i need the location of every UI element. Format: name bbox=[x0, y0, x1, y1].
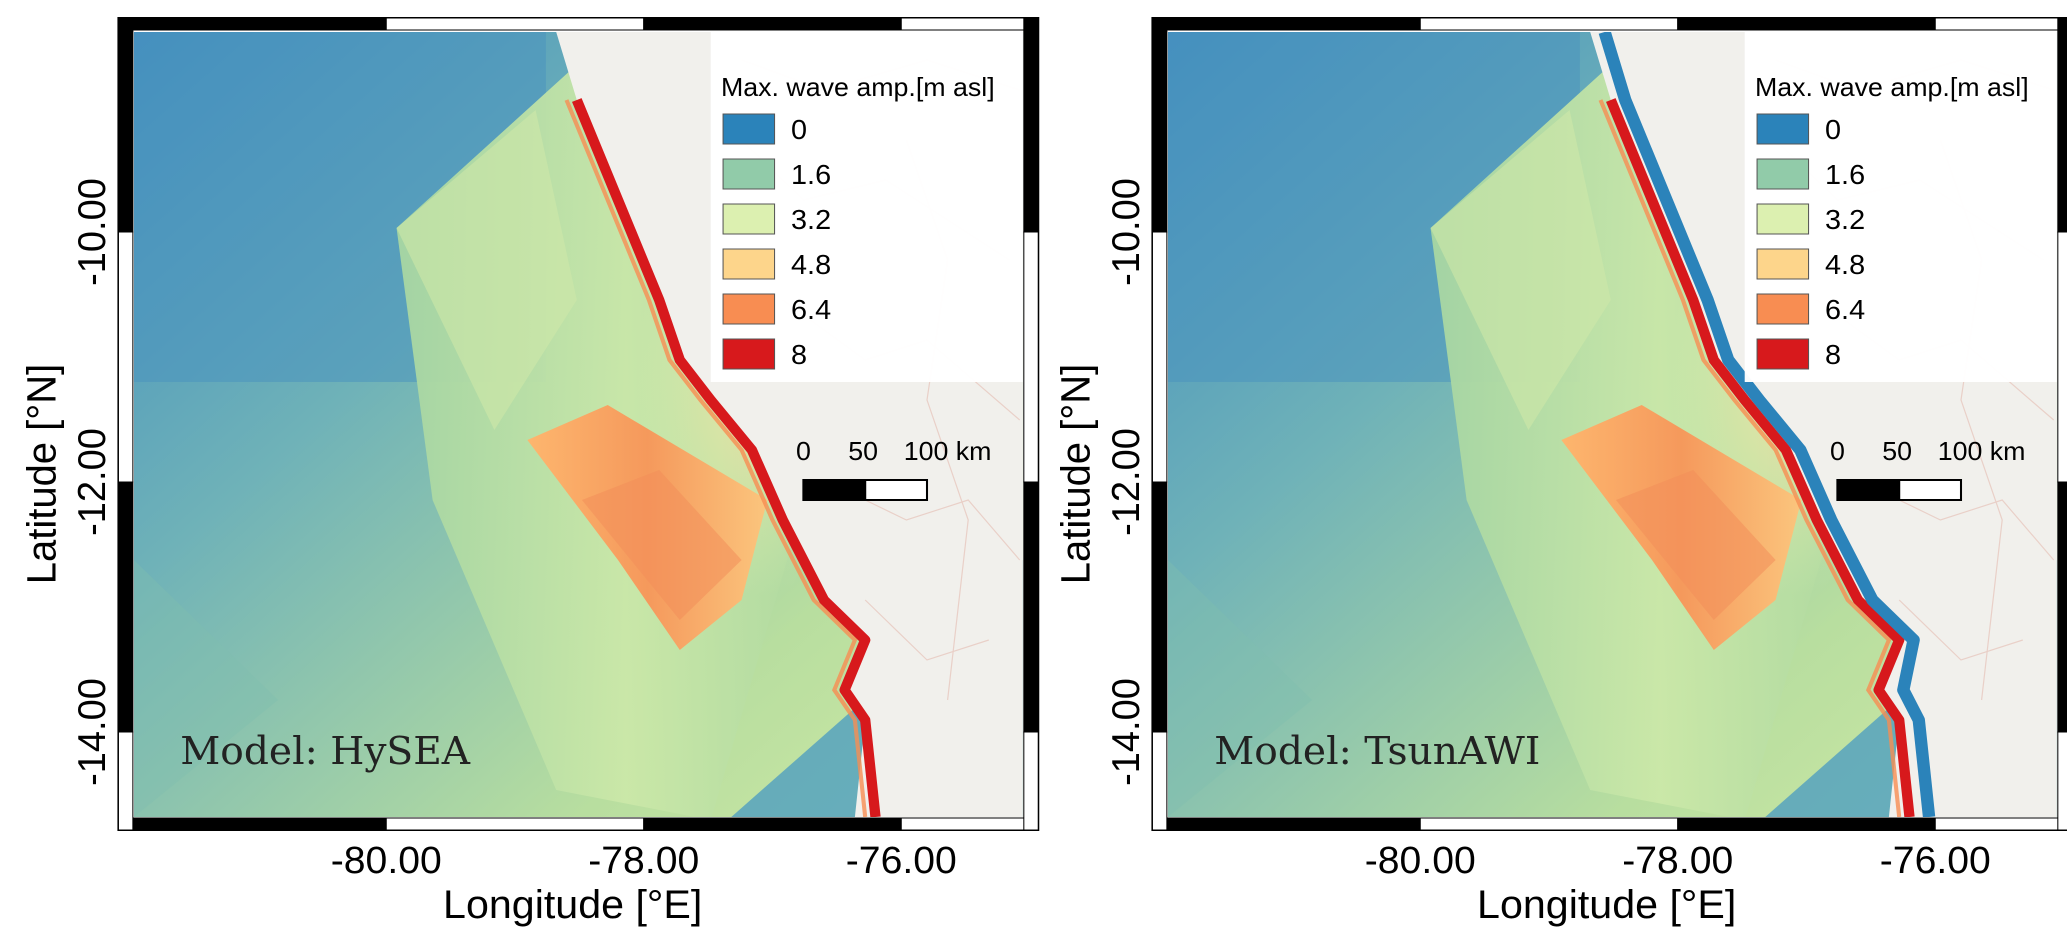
legend-swatch bbox=[1756, 203, 1810, 235]
x-tick-label: -78.00 bbox=[588, 840, 699, 882]
scale-segment-black bbox=[1836, 479, 1901, 501]
scale-bar: 0 50 100 km bbox=[796, 436, 992, 501]
legend-label: 4.8 bbox=[1825, 249, 1865, 281]
legend-label: 1.6 bbox=[1825, 159, 1865, 191]
inundation-band bbox=[1598, 32, 1936, 817]
map-area bbox=[1167, 32, 2057, 817]
scale-segment-black bbox=[802, 479, 867, 501]
frame-border bbox=[117, 17, 1039, 831]
legend-label: 1.6 bbox=[791, 159, 831, 191]
legend-label: 6.4 bbox=[1825, 294, 1865, 326]
legend-label: 0 bbox=[1825, 114, 1841, 146]
x-tick-label: -76.00 bbox=[846, 840, 957, 882]
legend-swatch bbox=[722, 203, 776, 235]
scale-label: 0 bbox=[1830, 436, 1845, 466]
legend-swatch bbox=[1756, 338, 1810, 370]
model-label: Model: TsunAWI bbox=[1214, 730, 1540, 774]
legend-swatch bbox=[722, 248, 776, 280]
legend-label: 6.4 bbox=[791, 294, 831, 326]
legend-label: 8 bbox=[791, 339, 807, 371]
legend-title: Max. wave amp.[m asl] bbox=[721, 72, 995, 102]
legend-swatch bbox=[1756, 113, 1810, 145]
legend-swatch bbox=[722, 293, 776, 325]
legend-label: 8 bbox=[1825, 339, 1841, 371]
legend-title: Max. wave amp.[m asl] bbox=[1755, 72, 2029, 102]
scale-segment-white bbox=[1898, 479, 1963, 501]
legend-swatch bbox=[722, 158, 776, 190]
x-axis-label: Longitude [°E] bbox=[443, 882, 702, 927]
y-axis-label: Latitude [°N] bbox=[18, 364, 65, 585]
y-tick-label: -14.00 bbox=[71, 678, 115, 786]
y-axis-label: Latitude [°N] bbox=[1052, 364, 1099, 585]
legend-swatch bbox=[1756, 248, 1810, 280]
legend-label: 0 bbox=[791, 114, 807, 146]
scale-label: 100 km bbox=[1938, 436, 2026, 466]
x-tick-label: -80.00 bbox=[1365, 840, 1476, 882]
y-tick-label: -14.00 bbox=[1105, 678, 1149, 786]
map-panel: Max. wave amp.[m asl] 0 1.6 3.2 4.8 6.4 8 0 50 10… bbox=[1052, 17, 2067, 927]
frame-border bbox=[1151, 17, 2067, 831]
legend: Max. wave amp.[m asl] 0 1.6 3.2 4.8 6.4 8 bbox=[710, 32, 1023, 382]
scale-label: 50 bbox=[1882, 436, 1912, 466]
y-tick-label: -10.00 bbox=[1105, 178, 1149, 286]
y-tick-label: -12.00 bbox=[1105, 428, 1149, 536]
legend-label: 4.8 bbox=[791, 249, 831, 281]
y-tick-label: -10.00 bbox=[71, 178, 115, 286]
scale-bar: 0 50 100 km bbox=[1830, 436, 2026, 501]
scale-label: 100 km bbox=[904, 436, 992, 466]
x-axis-label: Longitude [°E] bbox=[1477, 882, 1736, 927]
legend-label: 3.2 bbox=[791, 204, 831, 236]
model-label: Model: HySEA bbox=[180, 730, 471, 774]
legend-swatch bbox=[722, 113, 776, 145]
scale-segment-white bbox=[864, 479, 929, 501]
scale-label: 0 bbox=[796, 436, 811, 466]
coastline-max-amplitude bbox=[572, 98, 881, 817]
x-tick-label: -78.00 bbox=[1622, 840, 1733, 882]
map-panel: Max. wave amp.[m asl] 0 1.6 3.2 4.8 6.4 8 0 50 10… bbox=[18, 17, 1040, 927]
scale-label: 50 bbox=[848, 436, 878, 466]
coastline-max-amplitude bbox=[1606, 98, 1915, 817]
y-tick-label: -12.00 bbox=[71, 428, 115, 536]
legend: Max. wave amp.[m asl] 0 1.6 3.2 4.8 6.4 8 bbox=[1744, 32, 2057, 382]
x-tick-label: -80.00 bbox=[331, 840, 442, 882]
x-tick-label: -76.00 bbox=[1880, 840, 1991, 882]
legend-swatch bbox=[1756, 293, 1810, 325]
legend-label: 3.2 bbox=[1825, 204, 1865, 236]
legend-swatch bbox=[1756, 158, 1810, 190]
legend-swatch bbox=[722, 338, 776, 370]
